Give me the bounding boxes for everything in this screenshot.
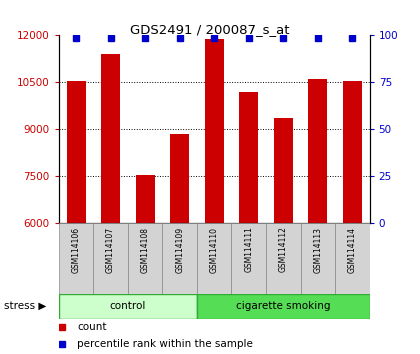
Bar [239, 92, 258, 223]
Bar [59, 294, 197, 319]
Bar [205, 39, 224, 223]
Bar [170, 134, 189, 223]
Text: GSM114111: GSM114111 [244, 227, 253, 273]
Bar [335, 223, 370, 294]
Bar [163, 223, 197, 294]
Text: count: count [77, 321, 107, 332]
Text: percentile rank within the sample: percentile rank within the sample [77, 339, 253, 349]
Text: GSM114108: GSM114108 [141, 227, 150, 273]
Bar [197, 294, 370, 319]
Bar [101, 54, 120, 223]
Text: GSM114110: GSM114110 [210, 227, 219, 273]
Text: GSM114107: GSM114107 [106, 227, 115, 273]
Text: stress ▶: stress ▶ [4, 301, 47, 311]
Bar [59, 223, 93, 294]
Bar [301, 223, 335, 294]
Text: GSM114114: GSM114114 [348, 227, 357, 273]
Bar [197, 223, 231, 294]
Text: GSM114113: GSM114113 [313, 227, 322, 273]
Text: GSM114109: GSM114109 [175, 227, 184, 273]
Text: GSM114106: GSM114106 [71, 227, 81, 273]
Text: GSM114112: GSM114112 [279, 227, 288, 273]
Bar [128, 223, 163, 294]
Bar [343, 81, 362, 223]
Text: control: control [110, 301, 146, 311]
Text: cigarette smoking: cigarette smoking [236, 301, 331, 311]
Bar [308, 79, 327, 223]
Bar [266, 223, 301, 294]
Bar [136, 175, 155, 223]
Bar [93, 223, 128, 294]
Bar [66, 81, 86, 223]
Text: GDS2491 / 200087_s_at: GDS2491 / 200087_s_at [130, 23, 290, 36]
Bar [274, 118, 293, 223]
Bar [231, 223, 266, 294]
